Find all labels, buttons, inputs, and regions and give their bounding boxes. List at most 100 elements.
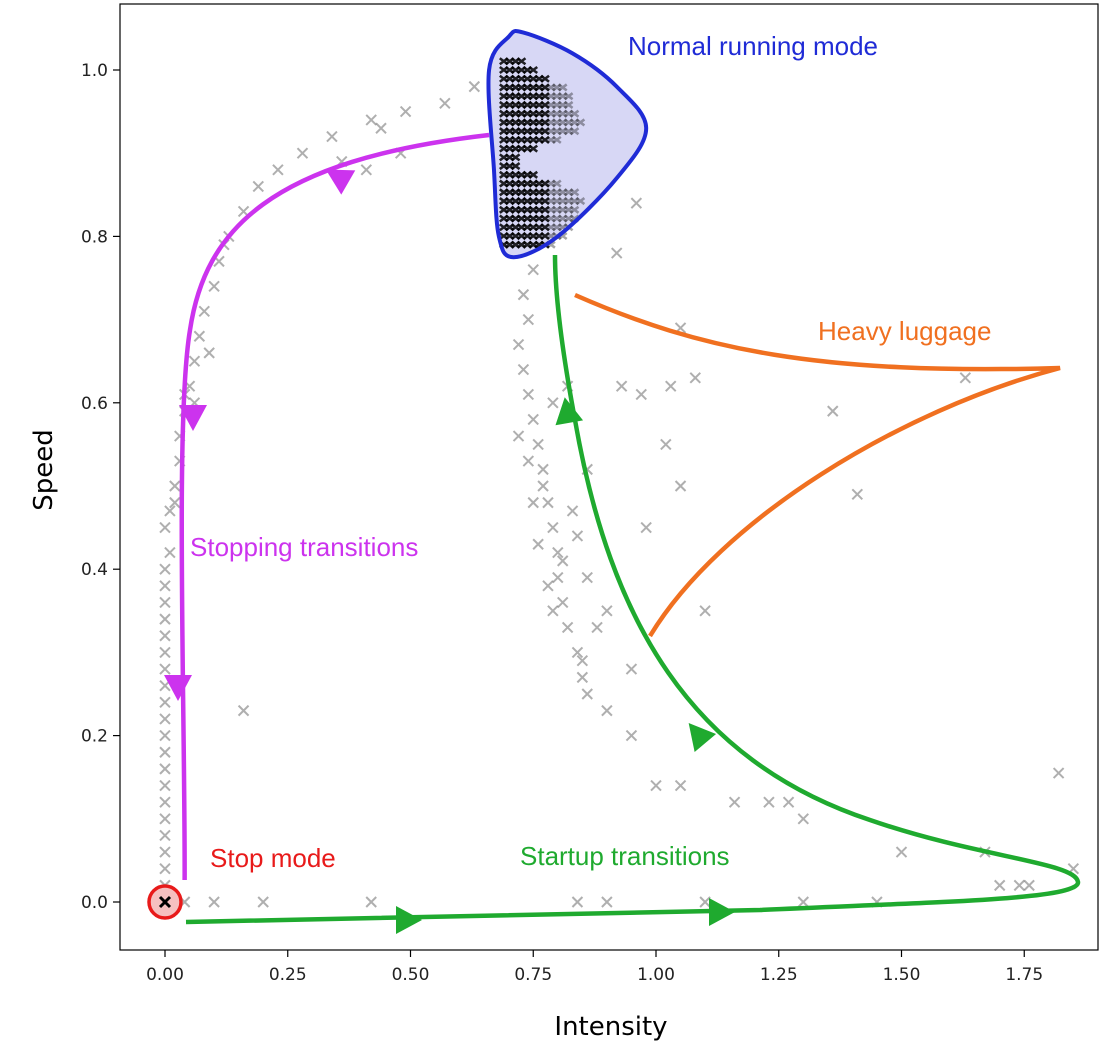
scatter-point <box>510 153 521 162</box>
scatter-point <box>517 363 530 376</box>
scatter-point <box>563 197 574 206</box>
scatter-point <box>203 347 215 359</box>
scatter-point <box>159 596 171 609</box>
x-tick-label: 1.00 <box>637 965 675 985</box>
scatter-point <box>540 100 550 109</box>
scatter-point <box>674 779 687 792</box>
scatter-point <box>540 92 550 101</box>
scatter-point <box>557 83 568 92</box>
scatter-point <box>552 197 562 206</box>
x-tick-label: 1.75 <box>1005 965 1043 985</box>
scatter-point <box>540 231 550 241</box>
plot-area: 0.00 0.25 0.50 0.75 1.00 1.25 1.50 1.75 0.0 0.2 0.… <box>81 3 1099 985</box>
scatter-point <box>625 729 638 742</box>
stopping-transitions-curve <box>179 132 490 881</box>
x-tick-label: 0.25 <box>269 965 307 985</box>
scatter-point <box>552 83 562 92</box>
scatter-point <box>581 688 593 700</box>
scatter-point <box>198 305 210 317</box>
scatter-point <box>547 397 559 409</box>
scatter-point <box>159 763 171 775</box>
scatter-point <box>522 388 535 401</box>
scatter-point <box>699 605 711 617</box>
scatter-point <box>1052 767 1065 779</box>
y-tick-label: 0.8 <box>81 227 108 247</box>
x-tick-label: 0.00 <box>146 965 184 985</box>
scatter-point <box>557 555 569 567</box>
scatter-series <box>159 80 1080 908</box>
scatter-point <box>159 580 171 592</box>
x-tick-label: 0.75 <box>514 965 552 985</box>
scatter-point <box>546 127 556 136</box>
scatter-point <box>552 205 562 214</box>
scatter-point <box>164 505 176 517</box>
normal-mode-region-outline <box>486 29 649 260</box>
scatter-point <box>576 671 589 684</box>
scatter-point <box>546 118 556 127</box>
scatter-point <box>571 646 584 659</box>
annotation-stopping-transitions: Stopping transitions <box>190 532 418 562</box>
annotation-stop-mode: Stop mode <box>210 843 336 873</box>
scatter-point <box>360 164 373 176</box>
scatter-point <box>571 530 584 542</box>
scatter-point <box>552 109 562 118</box>
scatter-point <box>569 109 580 118</box>
scatter-point <box>326 130 338 143</box>
annotation-heavy-luggage: Heavy luggage <box>818 316 991 346</box>
scatter-point <box>552 546 564 559</box>
startup-arrow <box>688 723 717 752</box>
scatter-point <box>563 118 574 127</box>
scatter-point <box>552 223 562 232</box>
scatter-point <box>601 896 613 908</box>
scatter-point <box>237 704 250 717</box>
scatter-point <box>552 92 562 101</box>
scatter-point <box>546 135 556 144</box>
scatter-point <box>563 188 574 197</box>
scatter-point <box>510 162 521 171</box>
scatter-point <box>569 197 580 206</box>
scatter-point <box>546 197 556 206</box>
x-axis-label: Intensity <box>554 1012 667 1042</box>
scatter-point <box>563 214 574 223</box>
scatter-point <box>611 247 623 259</box>
annotation-startup-transitions: Startup transitions <box>520 841 730 871</box>
scatter-point <box>159 563 171 575</box>
scatter-point <box>546 92 556 101</box>
scatter-point <box>540 118 550 127</box>
scatter-point <box>527 263 539 276</box>
scatter-point <box>993 879 1006 892</box>
scatter-point <box>650 779 662 792</box>
scatter-point <box>699 896 711 908</box>
scatter-point <box>528 170 539 179</box>
scatter-point <box>625 663 638 675</box>
stopping-arrow <box>164 675 192 701</box>
plot-frame <box>119 3 1099 951</box>
scatter-point <box>576 655 589 667</box>
x-tick-label: 1.25 <box>760 965 798 985</box>
scatter-point <box>552 179 562 188</box>
scatter-point <box>296 147 309 159</box>
scatter-point <box>563 100 574 109</box>
scatter-point <box>660 438 672 451</box>
startup-arrow <box>555 397 584 426</box>
scatter-point <box>546 100 556 109</box>
scatter-point <box>563 205 574 214</box>
scatter-point <box>546 223 556 232</box>
scatter-point <box>895 846 908 858</box>
stop-mode-marker <box>158 895 172 909</box>
scatter-point <box>375 122 387 134</box>
scatter-point <box>517 288 530 301</box>
scatter-point <box>557 127 568 136</box>
scatter-point <box>159 829 171 842</box>
scatter-point <box>601 704 613 717</box>
stopping-arrow <box>179 405 207 431</box>
scatter-point <box>528 65 539 75</box>
scatter-point <box>546 109 556 118</box>
scatter-point <box>563 92 574 101</box>
scatter-point <box>159 696 171 709</box>
scatter-point <box>591 621 603 634</box>
startup-transitions-curve <box>185 254 1081 925</box>
scatter-point <box>159 846 171 858</box>
scatter-point <box>468 80 481 93</box>
